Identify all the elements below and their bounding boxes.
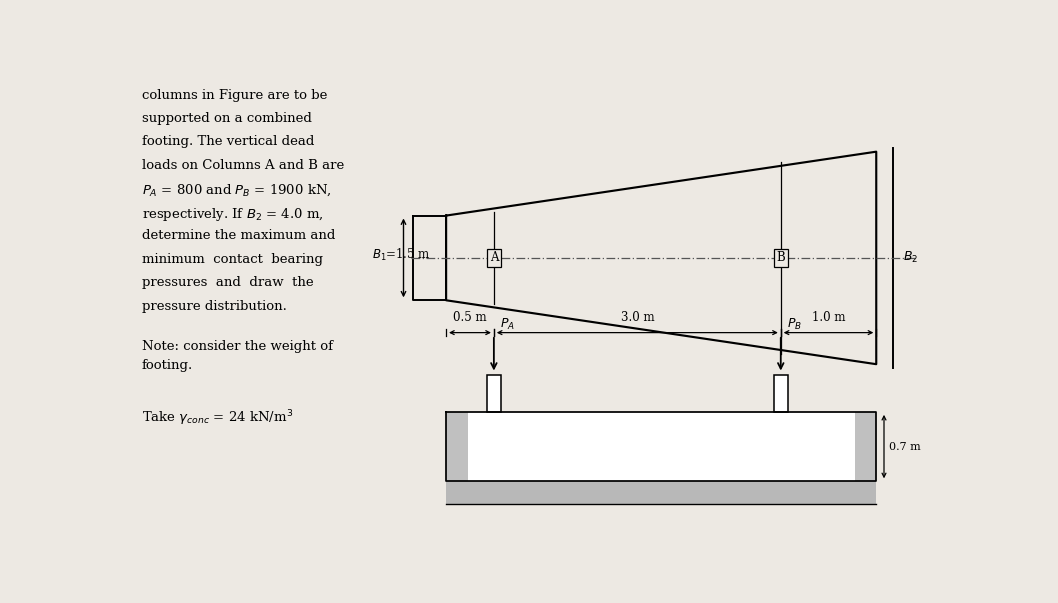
Text: Note: consider the weight of
footing.: Note: consider the weight of footing.: [142, 340, 332, 372]
Bar: [487, 375, 500, 412]
Bar: [855, 412, 876, 481]
Bar: [468, 412, 855, 481]
Text: minimum  contact  bearing: minimum contact bearing: [142, 253, 323, 266]
Text: pressure distribution.: pressure distribution.: [142, 300, 287, 313]
Text: pressures  and  draw  the: pressures and draw the: [142, 276, 313, 289]
Text: Take $\gamma_{conc}$ = 24 kN/m$^3$: Take $\gamma_{conc}$ = 24 kN/m$^3$: [142, 408, 293, 428]
Text: footing. The vertical dead: footing. The vertical dead: [142, 136, 314, 148]
Text: B: B: [777, 251, 785, 265]
Text: columns in Figure are to be: columns in Figure are to be: [142, 89, 327, 101]
Text: A: A: [490, 251, 498, 265]
Text: 0.5 m: 0.5 m: [453, 311, 487, 324]
Bar: [446, 412, 876, 481]
Text: 3.0 m: 3.0 m: [620, 311, 654, 324]
Text: $P_A$ = 800 and $P_B$ = 1900 kN,: $P_A$ = 800 and $P_B$ = 1900 kN,: [142, 183, 331, 198]
Text: $B_2$: $B_2$: [902, 250, 917, 265]
Bar: [773, 375, 788, 412]
Text: supported on a combined: supported on a combined: [142, 112, 311, 125]
Text: $B_1$=1.5 m: $B_1$=1.5 m: [372, 247, 432, 263]
Text: 1.0 m: 1.0 m: [811, 311, 845, 324]
Text: 0.7 m: 0.7 m: [889, 441, 920, 452]
Text: $P_B$: $P_B$: [787, 317, 802, 332]
Bar: [446, 412, 876, 504]
Bar: [446, 412, 468, 481]
Text: loads on Columns A and B are: loads on Columns A and B are: [142, 159, 344, 172]
Text: $P_A$: $P_A$: [500, 317, 515, 332]
Bar: [446, 481, 876, 504]
Text: respectively. If $B_2$ = 4.0 m,: respectively. If $B_2$ = 4.0 m,: [142, 206, 324, 223]
Text: determine the maximum and: determine the maximum and: [142, 229, 335, 242]
